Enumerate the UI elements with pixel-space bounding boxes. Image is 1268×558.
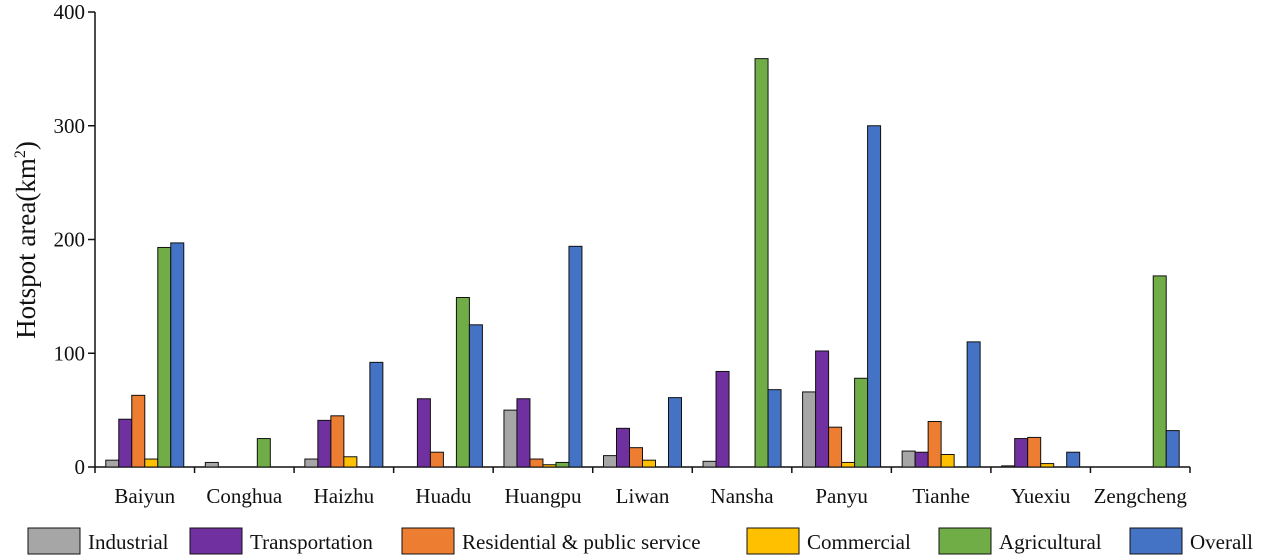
bar-overall-huangpu — [568, 245, 583, 468]
bars — [105, 58, 1180, 468]
bar-transportation-nansha — [715, 370, 730, 468]
x-tick-label: Haizhu — [314, 484, 375, 508]
bar-industrial-tianhe — [901, 450, 916, 468]
bar-residential-public-service-yuexiu — [1027, 436, 1042, 468]
x-tick-label: Tianhe — [912, 484, 970, 508]
legend-swatch-industrial — [27, 527, 81, 555]
bar-commercial-panyu — [841, 461, 856, 468]
bar-commercial-huangpu — [542, 464, 557, 468]
bar-industrial-baiyun — [105, 459, 120, 468]
bar-overall-yuexiu — [1066, 451, 1081, 468]
legend-swatch-agricultural — [938, 527, 992, 555]
bar-agricultural-huangpu — [555, 461, 570, 468]
bar-industrial-nansha — [702, 460, 717, 468]
bar-residential-public-service-baiyun — [131, 394, 146, 468]
bar-industrial-liwan — [603, 455, 617, 468]
bar-residential-public-service-huadu — [429, 451, 444, 468]
bar-industrial-huangpu — [503, 409, 518, 468]
bar-commercial-haizhu — [343, 456, 358, 468]
bar-agricultural-baiyun — [157, 246, 172, 468]
bar-agricultural-conghua — [256, 438, 271, 468]
legend-swatch-commercial — [746, 527, 800, 555]
bar-overall-nansha — [767, 389, 782, 468]
legend-label: Agricultural — [999, 530, 1102, 554]
y-axis-label-main: Hotspot area(km — [11, 158, 41, 339]
y-tick-label: 100 — [54, 341, 86, 365]
y-axis: 0 100 200 300 400 — [54, 0, 96, 479]
legend-swatch-overall — [1129, 527, 1183, 555]
legend: Industrial Transportation Residential & pu… — [27, 527, 1253, 555]
bar-residential-public-service-liwan — [629, 447, 643, 468]
bar-residential-public-service-huangpu — [529, 458, 544, 468]
legend-label: Overall — [1190, 530, 1253, 554]
x-tick-label: Conghua — [206, 484, 283, 508]
legend-swatch-residential-public-service — [401, 527, 455, 555]
bar-transportation-baiyun — [118, 418, 133, 468]
bar-commercial-baiyun — [144, 458, 159, 468]
x-tick-label: Liwan — [616, 484, 670, 508]
bar-agricultural-zengcheng — [1152, 275, 1167, 468]
x-tick-label: Baiyun — [114, 484, 175, 508]
x-tick-label: Huadu — [415, 484, 471, 508]
y-axis-label: Hotspot area(km2) — [11, 141, 41, 339]
legend-label: Residential & public service — [462, 530, 701, 554]
y-tick-label: 400 — [54, 0, 86, 24]
legend-label: Transportation — [250, 530, 373, 554]
bar-industrial-panyu — [802, 391, 817, 468]
bar-industrial-conghua — [204, 461, 219, 468]
bar-transportation-huadu — [416, 398, 431, 468]
y-tick-label: 0 — [75, 455, 86, 479]
x-tick-label: Zengcheng — [1094, 484, 1188, 508]
y-axis-label-superscript: 2 — [12, 150, 29, 158]
bar-residential-public-service-tianhe — [927, 421, 942, 468]
bar-transportation-tianhe — [914, 451, 929, 468]
bar-overall-tianhe — [966, 341, 981, 468]
y-axis-label-close: ) — [11, 141, 41, 150]
bar-residential-public-service-haizhu — [330, 415, 345, 468]
bar-overall-huadu — [468, 324, 483, 468]
x-tick-label: Yuexiu — [1011, 484, 1071, 508]
bar-industrial-haizhu — [304, 458, 319, 468]
bar-agricultural-huadu — [455, 297, 470, 468]
bar-overall-baiyun — [170, 242, 185, 468]
legend-swatch-transportation — [189, 527, 243, 555]
bar-transportation-huangpu — [516, 398, 531, 468]
x-tick-label: Huangpu — [504, 484, 581, 508]
bar-overall-haizhu — [369, 361, 384, 468]
bar-transportation-panyu — [815, 350, 830, 468]
bar-commercial-yuexiu — [1040, 463, 1055, 468]
bar-agricultural-panyu — [854, 377, 869, 468]
x-tick-label: Panyu — [815, 484, 868, 508]
x-axis: Baiyun Conghua Haizhu Huadu Huangpu Liwan Nans… — [94, 466, 1191, 508]
bar-transportation-haizhu — [317, 419, 332, 468]
bar-transportation-yuexiu — [1014, 438, 1029, 468]
bar-residential-public-service-panyu — [828, 426, 843, 468]
bar-commercial-tianhe — [940, 453, 955, 468]
bar-overall-panyu — [867, 125, 882, 468]
bar-commercial-liwan — [642, 459, 656, 468]
bar-overall-liwan — [668, 397, 682, 468]
x-tick-label: Nansha — [711, 484, 775, 508]
bar-industrial-yuexiu — [1001, 465, 1016, 468]
legend-label: Industrial — [88, 530, 169, 554]
bar-overall-zengcheng — [1165, 430, 1180, 468]
bar-agricultural-nansha — [754, 58, 769, 468]
legend-label: Commercial — [807, 530, 911, 554]
bar-transportation-liwan — [616, 427, 630, 468]
y-tick-label: 200 — [54, 228, 86, 252]
y-tick-label: 300 — [54, 114, 86, 138]
